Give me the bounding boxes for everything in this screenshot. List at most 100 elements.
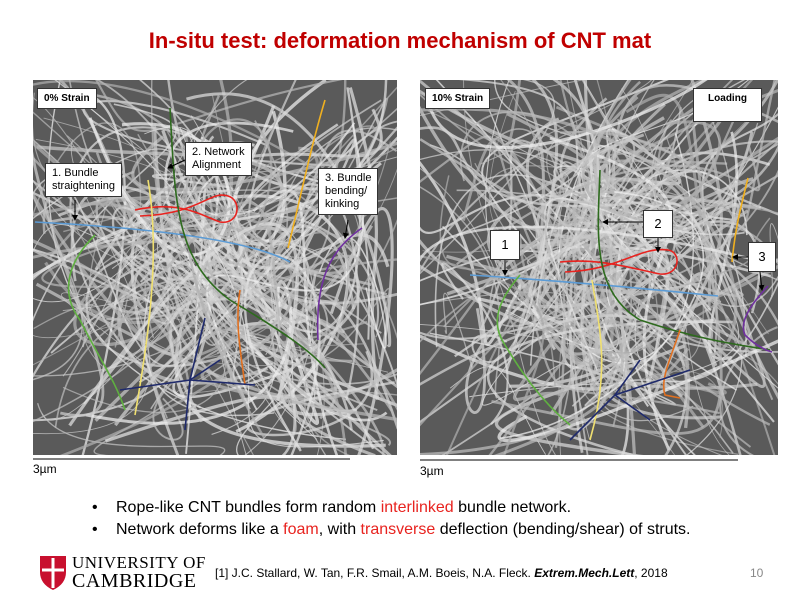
fiber — [503, 236, 720, 415]
fiber — [610, 80, 778, 284]
strain-label: 0% Strain — [37, 88, 97, 109]
fiber — [581, 158, 778, 326]
fiber — [33, 297, 174, 423]
bullet-dot: • — [92, 499, 98, 516]
fiber — [441, 262, 509, 425]
fiber — [621, 88, 730, 455]
callout-arrows — [72, 159, 765, 291]
callout-line: bending/ — [325, 185, 368, 197]
callout-line: Alignment — [192, 159, 241, 171]
fiber — [539, 118, 681, 299]
loading-label: Loading — [693, 88, 762, 122]
fiber — [59, 201, 295, 455]
fiber — [420, 314, 688, 455]
fiber — [33, 278, 212, 339]
callout-line: straightening — [52, 180, 115, 192]
text-segment: interlinked — [380, 499, 454, 516]
fiber — [62, 80, 248, 377]
fiber — [719, 326, 778, 455]
fiber — [471, 191, 552, 363]
scale-label: 3µm — [33, 462, 57, 476]
fiber — [494, 344, 686, 455]
fiber — [551, 80, 778, 204]
fiber — [102, 201, 282, 346]
fiber — [178, 314, 347, 455]
fiber — [616, 170, 716, 455]
fiber — [94, 108, 383, 271]
fiber — [557, 80, 694, 364]
fiber — [184, 118, 273, 439]
slide-title: In-situ test: deformation mechanism of C… — [148, 28, 652, 53]
scale-label: 3µm — [420, 464, 444, 478]
fiber — [420, 80, 653, 165]
text-segment: [1] J.C. Stallard, W. Tan, F.R. Smail, A… — [215, 566, 535, 580]
university-line: UNIVERSITY OF — [72, 553, 206, 572]
fiber — [95, 152, 215, 293]
fiber — [161, 129, 390, 270]
callout-line: kinking — [325, 198, 360, 210]
callout: 3 — [748, 242, 776, 272]
fiber — [569, 209, 778, 356]
fiber — [88, 117, 231, 257]
text-segment: , with — [318, 521, 361, 538]
university-line: CAMBRIDGE — [72, 570, 197, 592]
text-segment: Network deforms like a — [116, 521, 284, 538]
fiber — [493, 147, 624, 455]
callout: 1. Bundle straightening — [45, 163, 122, 197]
bullet: • Rope-like CNT bundles form random inter… — [92, 497, 691, 519]
fiber — [185, 185, 207, 454]
callout: 1 — [490, 230, 520, 260]
fiber — [492, 128, 576, 455]
fiber — [191, 189, 361, 246]
text-segment: bundle network. — [453, 499, 572, 516]
fiber — [271, 231, 392, 446]
fiber — [420, 126, 645, 208]
fiber — [487, 320, 733, 455]
callout-line: 2. Network — [192, 146, 245, 158]
text-segment: transverse — [360, 521, 436, 538]
fibers-left — [33, 80, 397, 455]
fiber — [33, 92, 272, 235]
bullet-dot: • — [92, 521, 98, 538]
cambridge-shield — [40, 556, 66, 590]
fiber — [500, 191, 705, 440]
fiber — [464, 308, 510, 414]
fiber — [506, 80, 583, 308]
fiber — [200, 285, 397, 422]
fiber — [41, 215, 212, 288]
fiber — [497, 339, 778, 443]
fiber — [481, 253, 590, 406]
university-name: UNIVERSITY OF CAMBRIDGE — [72, 553, 206, 591]
fiber — [348, 87, 380, 400]
page-number: 10 — [750, 566, 764, 580]
text-segment: foam — [283, 521, 319, 538]
reference: [1] J.C. Stallard, W. Tan, F.R. Smail, A… — [215, 566, 668, 580]
callout-line: 1. Bundle — [52, 167, 99, 179]
strain-label: 10% Strain — [425, 88, 491, 109]
fiber — [157, 209, 253, 423]
bullet: • Network deforms like a foam, with trans… — [92, 519, 691, 541]
fiber — [554, 159, 728, 448]
fiber — [37, 403, 225, 455]
fiber — [152, 316, 289, 441]
fiber — [68, 222, 299, 427]
fiber — [420, 107, 738, 357]
fiber — [318, 235, 387, 349]
callout: 3. Bundle bending/kinking — [318, 168, 379, 215]
fiber — [308, 271, 397, 430]
loading-text: Loading — [708, 93, 747, 104]
fiber — [206, 124, 365, 411]
fiber — [51, 80, 297, 351]
bullet-list: • Rope-like CNT bundles form random inter… — [92, 497, 691, 541]
fiber — [224, 86, 397, 260]
fiber — [41, 251, 231, 421]
text-segment: Extrem.Mech.Lett — [534, 566, 635, 580]
fiber — [116, 211, 356, 366]
fiber — [54, 80, 384, 448]
fiber — [114, 124, 197, 427]
fiber — [246, 350, 395, 437]
fiber — [194, 260, 394, 412]
text-segment: Rope-like CNT bundles form random — [116, 499, 381, 516]
